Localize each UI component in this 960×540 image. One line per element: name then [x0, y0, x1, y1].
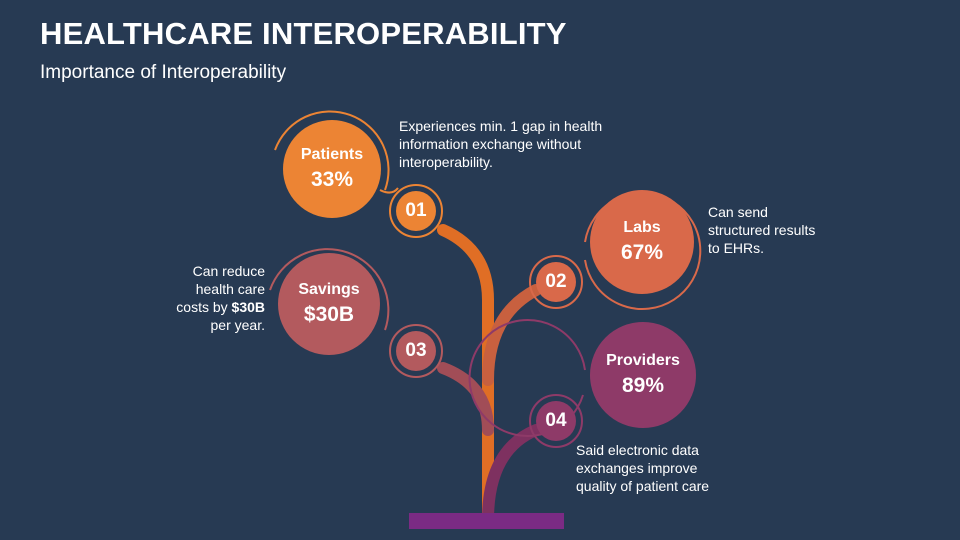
num-ring-04: [529, 394, 583, 448]
bubble-savings: Savings $30B: [278, 253, 380, 355]
branch-01: [437, 224, 494, 526]
bubble-label: Patients: [300, 146, 364, 163]
number-label: 02: [545, 271, 567, 292]
bubble-value: 67%: [620, 241, 664, 264]
tree-base: [409, 513, 564, 529]
bubble-value: 33%: [310, 168, 354, 191]
bubble-label: Providers: [606, 352, 680, 369]
description-highlight: $30B: [231, 299, 265, 315]
description-patients: Experiences min. 1 gap in health informa…: [399, 118, 603, 170]
page-subtitle: Importance of Interoperability: [40, 62, 287, 83]
num-ring-03: [389, 324, 443, 378]
description-savings: Can reduce health care costs by $30B per…: [162, 262, 265, 334]
bubble-patients: Patients 33%: [283, 120, 381, 218]
branch-03: [437, 362, 494, 436]
bubble-labs: Labs 67%: [590, 190, 694, 294]
number-badge-04: 04: [536, 401, 576, 441]
description-providers: Said electronic data exchanges improve q…: [576, 442, 710, 494]
branch-02: [482, 284, 542, 386]
description-text: per year.: [210, 317, 265, 333]
bubble-providers: Providers 89%: [590, 322, 696, 428]
bubble-value: $30B: [303, 303, 355, 326]
num-ring-02: [529, 255, 583, 309]
description-labs: Can send structured results to EHRs.: [708, 204, 816, 256]
branch-04: [482, 424, 542, 526]
bubble-label: Savings: [298, 281, 360, 298]
description-text: Can reduce health care costs by: [176, 263, 265, 315]
number-badge-01: 01: [396, 191, 436, 231]
outline-03: [269, 248, 390, 331]
page-title: HEALTHCARE INTEROPERABILITY: [40, 16, 567, 51]
outline-01: [274, 110, 399, 194]
number-label: 04: [545, 410, 567, 431]
number-label: 03: [405, 340, 427, 361]
number-badge-02: 02: [536, 262, 576, 302]
number-label: 01: [405, 200, 427, 221]
num-ring-01: [389, 184, 443, 238]
bubble-value: 89%: [621, 374, 665, 397]
bubble-label: Labs: [623, 219, 661, 236]
number-badge-03: 03: [396, 331, 436, 371]
